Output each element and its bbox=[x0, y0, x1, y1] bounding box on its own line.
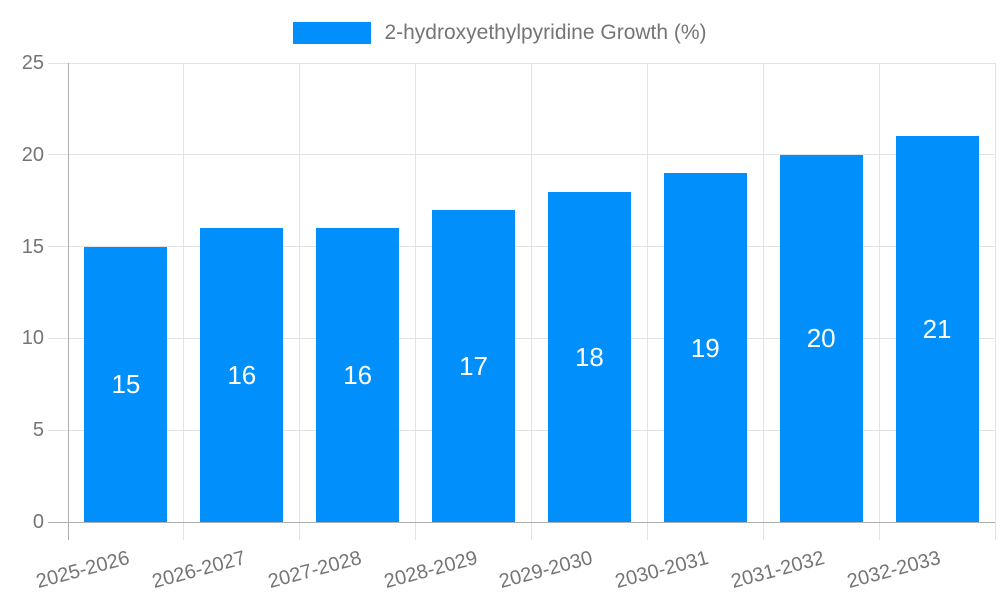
bar[interactable] bbox=[200, 228, 284, 522]
y-axis-label: 15 bbox=[21, 235, 44, 258]
bar-value-label: 15 bbox=[111, 369, 141, 400]
bar[interactable] bbox=[547, 191, 631, 522]
bar-value-label: 16 bbox=[227, 360, 257, 391]
bar-value-label: 18 bbox=[574, 341, 604, 372]
y-axis-line bbox=[67, 63, 69, 540]
bar[interactable] bbox=[779, 154, 863, 522]
y-axis-label: 5 bbox=[32, 419, 44, 442]
y-axis-label: 0 bbox=[32, 511, 44, 533]
bar[interactable] bbox=[316, 228, 400, 522]
legend-swatch bbox=[293, 22, 372, 44]
gridline-vertical bbox=[646, 63, 648, 540]
legend[interactable]: 2-hydroxyethylpyridine Growth (%) bbox=[0, 19, 1000, 47]
gridline-vertical bbox=[299, 63, 301, 540]
gridline-vertical bbox=[762, 63, 764, 540]
bar[interactable] bbox=[663, 173, 747, 522]
gridline-horizontal bbox=[48, 154, 995, 156]
gridline-horizontal bbox=[48, 62, 995, 64]
bar-value-label: 19 bbox=[690, 332, 720, 363]
bar-value-label: 17 bbox=[459, 350, 489, 381]
gridline-horizontal bbox=[48, 429, 995, 431]
bar-value-label: 20 bbox=[806, 323, 836, 354]
bar-value-label: 16 bbox=[343, 360, 373, 391]
y-axis-label: 10 bbox=[21, 327, 44, 350]
gridline-vertical bbox=[531, 63, 532, 540]
gridline-horizontal bbox=[48, 337, 995, 339]
y-axis-label: 20 bbox=[21, 143, 44, 166]
gridline-vertical bbox=[183, 63, 185, 540]
bar-value-label: 21 bbox=[922, 314, 952, 345]
bar[interactable] bbox=[432, 209, 516, 522]
gridline-horizontal bbox=[48, 246, 995, 248]
gridline-vertical bbox=[878, 63, 880, 540]
y-axis-label: 25 bbox=[21, 52, 44, 74]
gridline-vertical bbox=[994, 63, 996, 540]
bar[interactable] bbox=[84, 246, 168, 522]
bar[interactable] bbox=[895, 136, 979, 522]
x-axis-line bbox=[48, 521, 995, 523]
gridline-vertical bbox=[415, 63, 417, 540]
legend-label: 2-hydroxyethylpyridine Growth (%) bbox=[384, 21, 707, 44]
